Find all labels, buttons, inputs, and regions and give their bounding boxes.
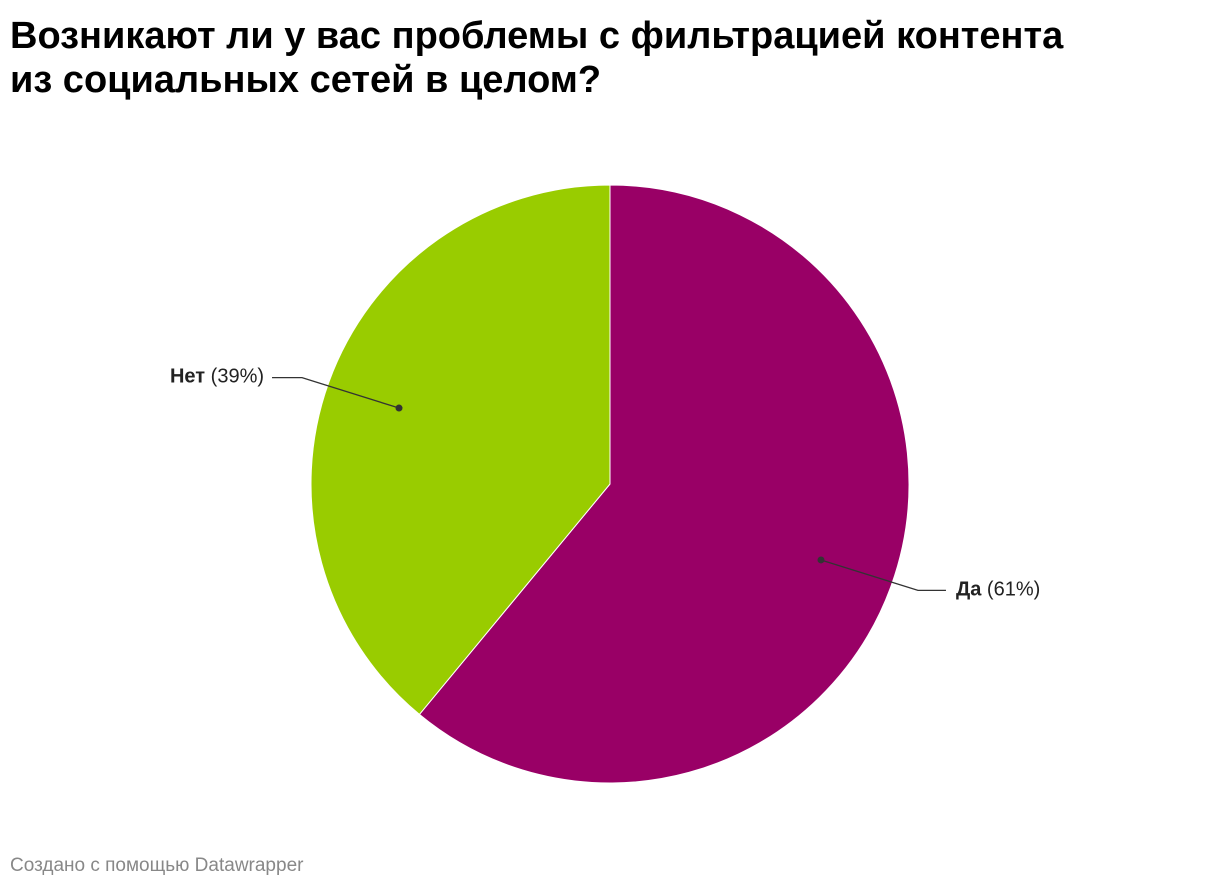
chart-title: Возникают ли у вас проблемы с фильтрацие…: [10, 15, 1064, 101]
slice-value: (61%): [987, 579, 1040, 601]
chart: Да (61%) Нет (39%): [170, 184, 1040, 784]
leader-line: [272, 377, 400, 409]
slice-label: Нет (39%): [170, 366, 264, 388]
credit: Создано с помощью Datawrapper: [10, 855, 304, 876]
slice-name: Да: [956, 579, 982, 601]
pie-slice: [418, 184, 910, 784]
pie-slice: [310, 184, 611, 716]
slice-name: Нет: [170, 366, 205, 388]
slice-label: Да (61%): [956, 579, 1040, 601]
leader-line: [820, 559, 946, 591]
slice-value: (39%): [211, 366, 264, 388]
